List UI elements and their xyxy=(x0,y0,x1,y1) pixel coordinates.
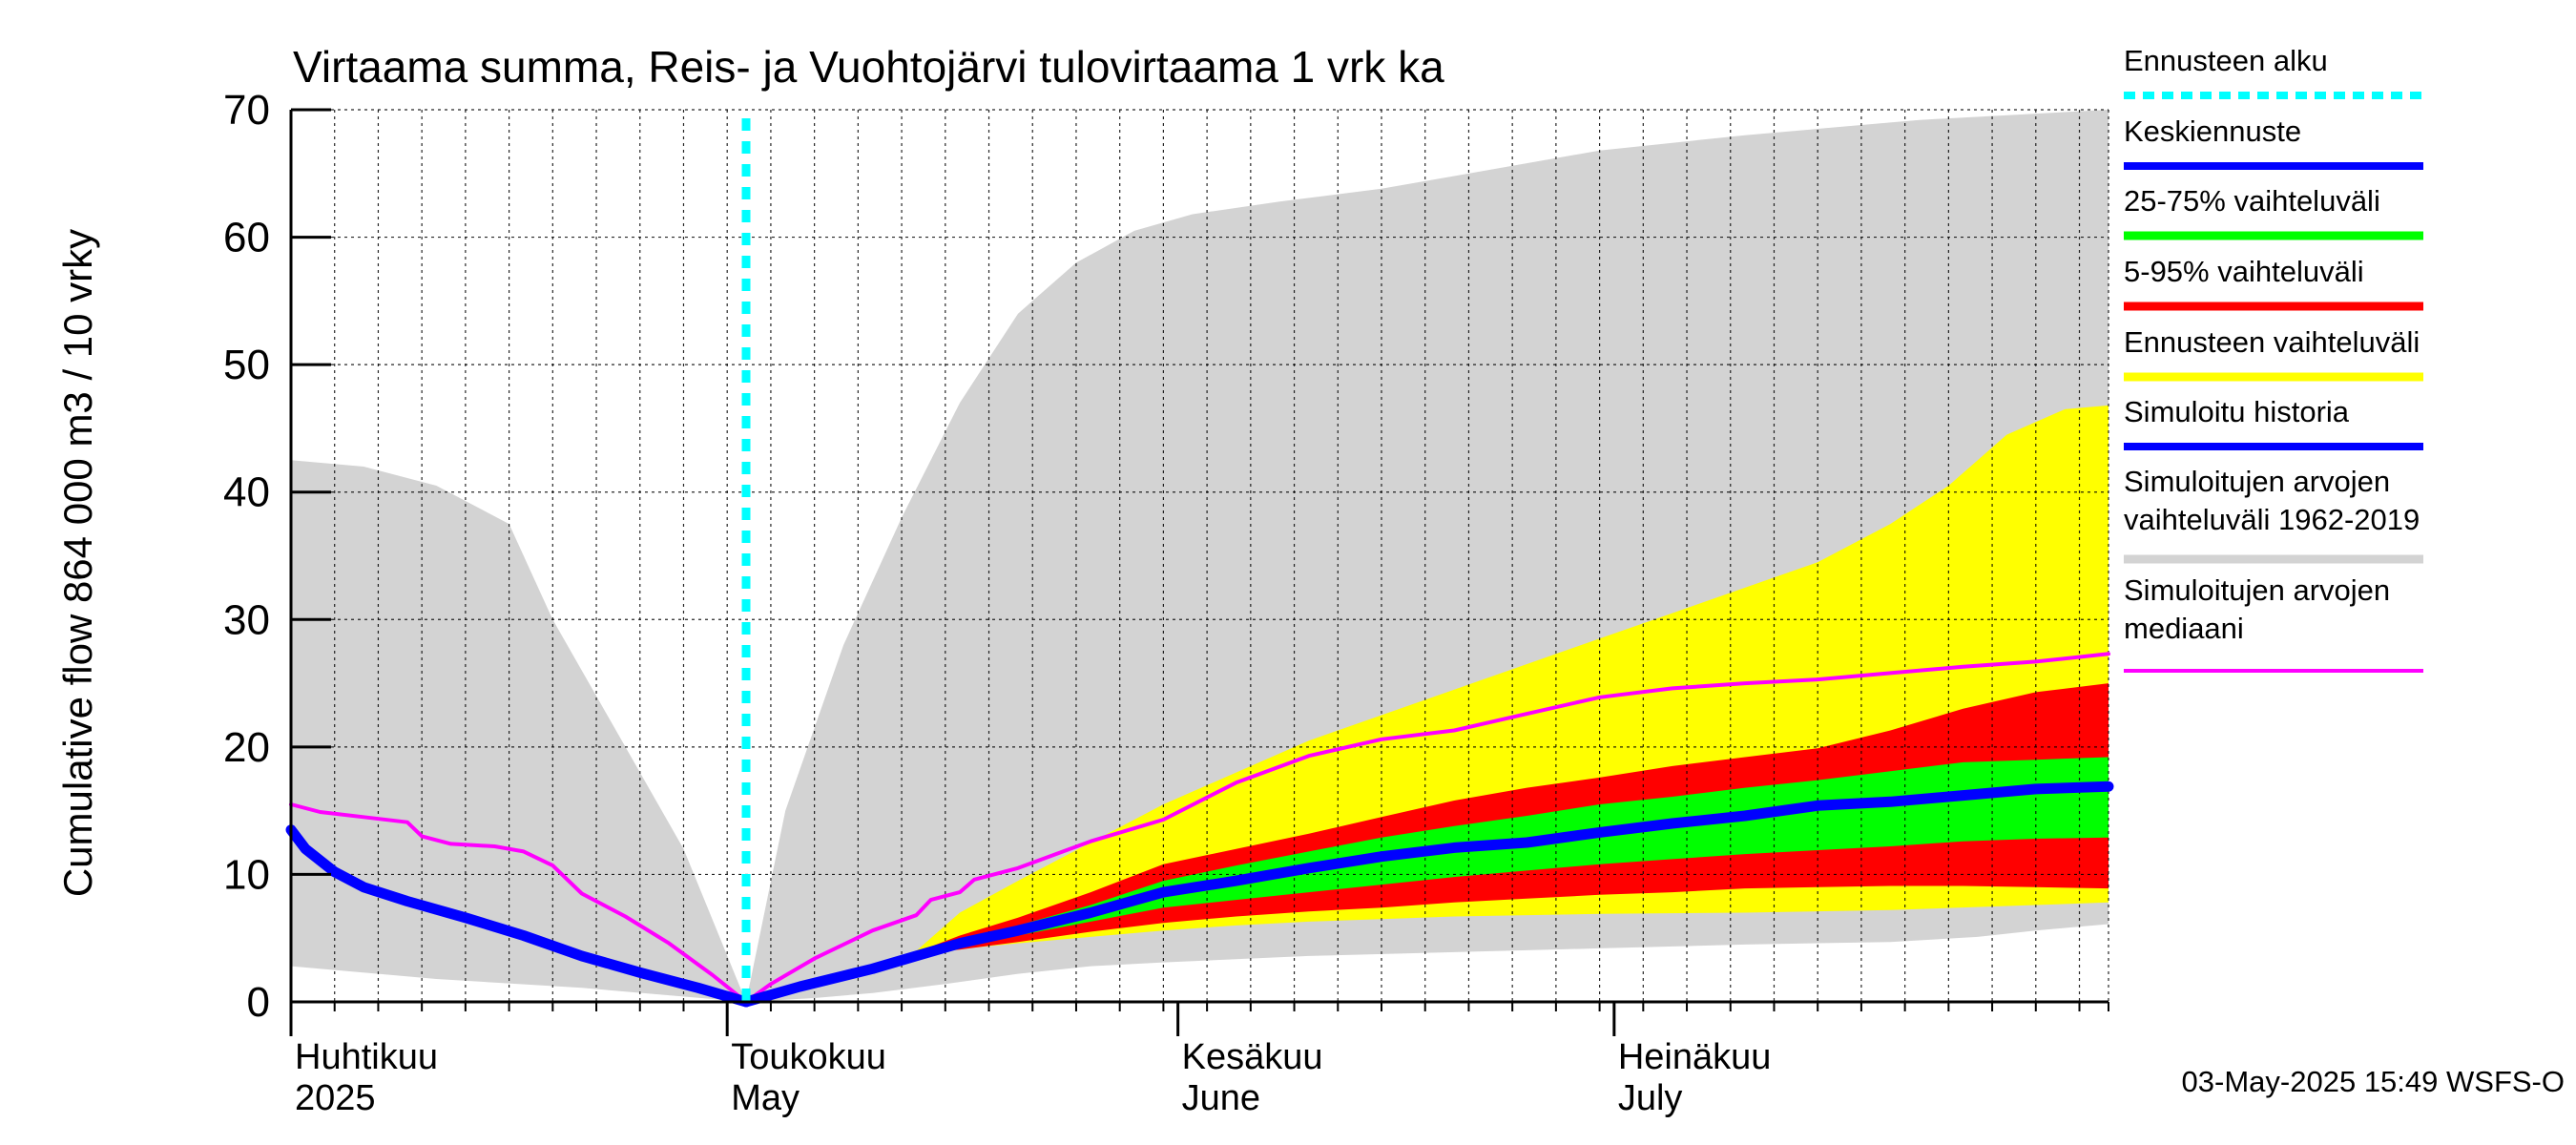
legend-item: Ennusteen alku xyxy=(2124,44,2423,99)
legend-label: 5-95% vaihteluväli xyxy=(2124,255,2364,288)
y-axis-label: Cumulative flow 864 000 m3 / 10 vrky xyxy=(55,229,100,897)
y-tick-label: 0 xyxy=(247,979,270,1026)
legend-label: 25-75% vaihteluväli xyxy=(2124,184,2380,218)
y-tick-label: 70 xyxy=(223,87,270,134)
legend-item: 25-75% vaihteluväli xyxy=(2124,184,2423,240)
y-tick-label: 60 xyxy=(223,215,270,261)
y-tick-label: 50 xyxy=(223,342,270,388)
legend-item: Ennusteen vaihteluväli xyxy=(2124,325,2423,382)
series-layer xyxy=(285,118,2114,1008)
legend-label: Ennusteen vaihteluväli xyxy=(2124,325,2420,359)
month-tick-label: Heinäkuu July xyxy=(1618,1037,1772,1118)
legend-label: Simuloitu historia xyxy=(2124,395,2350,428)
month-tick-label: Kesäkuu June xyxy=(1182,1037,1323,1118)
legend-item: Simuloitu historia xyxy=(2124,395,2423,450)
grid-layer xyxy=(290,109,2109,1003)
legend-label: Keskiennuste xyxy=(2124,114,2301,148)
legend-item: Simuloitujen arvojen mediaani xyxy=(2124,573,2423,673)
legend-item: 5-95% vaihteluväli xyxy=(2124,255,2423,311)
month-tick-label: Toukokuu May xyxy=(731,1037,886,1118)
y-tick-label: 40 xyxy=(223,469,270,516)
timestamp-label: 03-May-2025 15:49 WSFS-O xyxy=(2182,1065,2565,1098)
forecast-median-line xyxy=(740,781,2114,1008)
legend-item: Simuloitujen arvojen vaihteluväli 1962-20… xyxy=(2124,465,2423,564)
y-tick-label: 30 xyxy=(223,596,270,643)
sim-history-line xyxy=(285,824,752,1008)
y-tick-label: 10 xyxy=(223,851,270,898)
month-tick-label: Huhtikuu 2025 xyxy=(295,1037,438,1118)
legend-label: Simuloitujen arvojen mediaani xyxy=(2124,573,2390,645)
y-tick-label: 20 xyxy=(223,724,270,771)
chart-title: Virtaama summa, Reis- ja Vuohtojärvi tul… xyxy=(293,42,1444,92)
legend-item: Keskiennuste xyxy=(2124,114,2423,170)
axes-layer: 0 10 20 30 40 50 60 70 Huhtikuu 2025 Toukokuu May Ke… xyxy=(223,87,2109,1118)
legend-label: Ennusteen alku xyxy=(2124,44,2328,77)
legend-label: Simuloitujen arvojen vaihteluväli 1962-20… xyxy=(2124,465,2420,536)
median-line xyxy=(289,652,2110,1004)
band-layer xyxy=(291,110,2109,1002)
legend: Ennusteen alku Keskiennuste 25-75% vaihtel… xyxy=(2124,44,2423,673)
